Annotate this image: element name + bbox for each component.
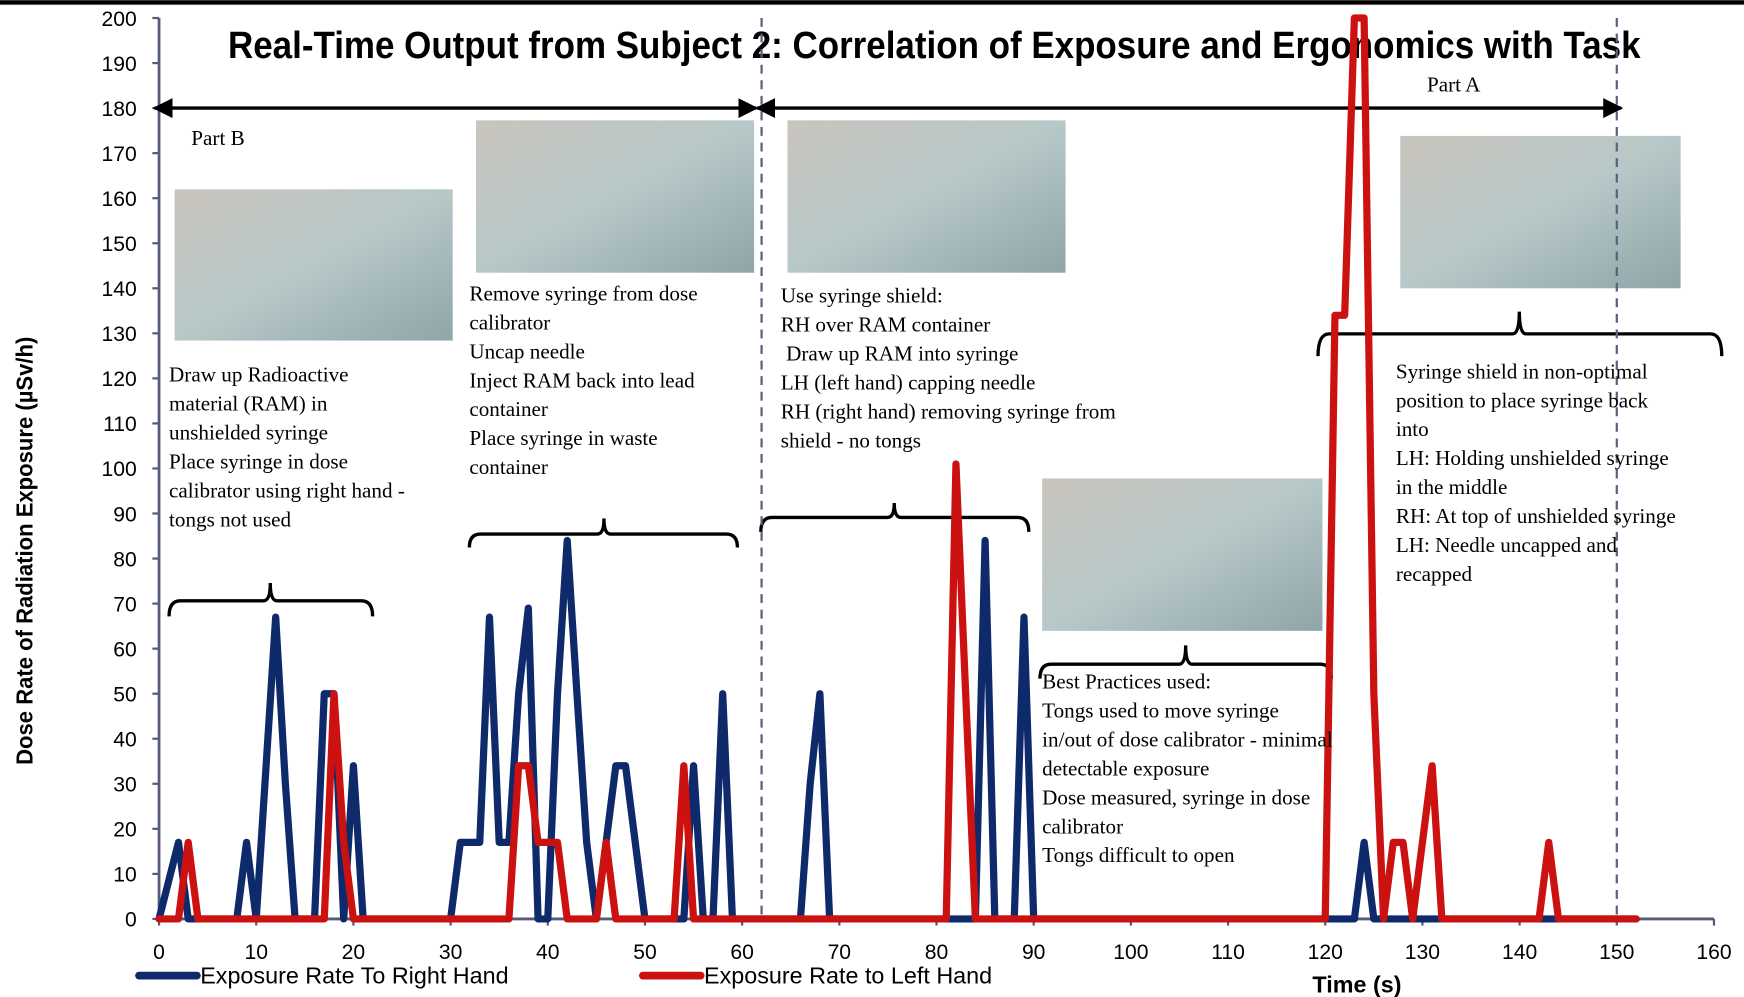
annotation-line: RH: At top of unshielded syringe — [1396, 504, 1676, 528]
y-tick-label: 40 — [113, 729, 137, 752]
x-tick-label: 40 — [536, 941, 560, 964]
y-tick-label: 50 — [113, 683, 137, 706]
y-tick-label: 140 — [102, 278, 137, 301]
x-tick-label: 20 — [342, 941, 366, 964]
x-tick-label: 130 — [1405, 941, 1440, 964]
annotation-line: material (RAM) in — [169, 392, 328, 416]
annotation-line: calibrator — [1042, 814, 1123, 838]
chart-title: Real-Time Output from Subject 2: Correla… — [228, 25, 1641, 67]
annotation-line: into — [1396, 417, 1429, 441]
x-tick-label: 30 — [439, 941, 463, 964]
annotation-line: LH (left hand) capping needle — [781, 371, 1036, 395]
y-axis-title: Dose Rate of Radiation Exposure (µSv/h) — [11, 337, 37, 765]
annotation-line: position to place syringe back — [1396, 388, 1649, 412]
top-border — [0, 0, 1744, 4]
span-label: Part A — [1427, 72, 1481, 96]
y-tick-label: 30 — [113, 774, 137, 797]
y-tick-label: 60 — [113, 638, 137, 661]
chart: Real-Time Output from Subject 2: Correla… — [0, 0, 1744, 997]
y-tick-label: 100 — [102, 458, 137, 481]
y-tick-label: 20 — [113, 819, 137, 842]
y-tick-label: 0 — [125, 909, 137, 932]
annotation-line: unshielded syringe — [169, 421, 328, 445]
series-line — [159, 541, 1636, 919]
y-tick-label: 70 — [113, 593, 137, 616]
brace — [169, 583, 373, 616]
legend-label: Exposure Rate To Right Hand — [200, 962, 508, 988]
annotation-line: RH over RAM container — [781, 313, 990, 337]
y-tick-label: 110 — [103, 413, 137, 436]
x-tick-label: 80 — [925, 941, 949, 964]
brace — [1318, 312, 1722, 356]
annotation-line: container — [469, 455, 548, 479]
y-tick-label: 190 — [102, 53, 137, 76]
annotation-line: in/out of dose calibrator - minimal — [1042, 728, 1333, 752]
annotation-line: calibrator using right hand - — [169, 478, 405, 502]
annotation-line: LH: Holding unshielded syringe — [1396, 446, 1669, 470]
x-tick-label: 110 — [1211, 941, 1245, 964]
photo — [175, 189, 453, 340]
annotation-line: shield - no tongs — [781, 428, 921, 452]
x-tick-label: 160 — [1696, 941, 1731, 964]
annotation-line: Inject RAM back into lead — [469, 368, 695, 392]
x-tick-label: 60 — [730, 941, 753, 964]
annotation-line: Syringe shield in non-optimal — [1396, 359, 1648, 383]
y-tick-label: 160 — [102, 188, 137, 211]
annotation-line: Use syringe shield: — [781, 284, 943, 308]
y-tick-label: 170 — [102, 143, 137, 166]
annotation-line: LH: Needle uncapped and — [1396, 533, 1618, 557]
x-axis-title: Time (s) — [1312, 971, 1401, 997]
y-tick-label: 130 — [102, 323, 137, 346]
annotation-line: Place syringe in waste — [469, 426, 657, 450]
photo — [1042, 478, 1322, 630]
y-tick-label: 120 — [102, 368, 137, 391]
y-tick-label: 10 — [113, 864, 137, 887]
annotation-line: container — [469, 397, 548, 421]
annotation-line: Draw up Radioactive — [169, 363, 349, 387]
annotation-line: Tongs used to move syringe — [1042, 699, 1279, 723]
brace — [469, 519, 737, 548]
annotation-line: Tongs difficult to open — [1042, 843, 1235, 867]
annotation-line: Place syringe in dose — [169, 449, 348, 473]
y-tick-label: 180 — [102, 98, 137, 121]
x-tick-label: 10 — [244, 941, 267, 964]
x-tick-label: 50 — [633, 941, 657, 964]
x-tick-label: 140 — [1502, 941, 1537, 964]
annotation-line: RH (right hand) removing syringe from — [781, 399, 1117, 423]
annotation-line: calibrator — [469, 310, 550, 334]
annotation-line: Best Practices used: — [1042, 670, 1211, 694]
annotation-line: in the middle — [1396, 475, 1507, 499]
annotation-line: Remove syringe from dose — [469, 282, 697, 306]
x-tick-label: 150 — [1599, 941, 1634, 964]
annotation-line: recapped — [1396, 562, 1473, 586]
annotation-line: Dose measured, syringe in dose — [1042, 785, 1310, 809]
annotation-line: Draw up RAM into syringe — [781, 342, 1019, 366]
annotation-line: detectable exposure — [1042, 756, 1209, 780]
y-tick-label: 150 — [102, 233, 137, 256]
x-tick-label: 70 — [828, 941, 852, 964]
annotation-line: Uncap needle — [469, 339, 585, 363]
legend-label: Exposure Rate to Left Hand — [704, 962, 992, 988]
y-tick-label: 80 — [113, 548, 137, 571]
brace — [761, 503, 1029, 532]
x-tick-label: 120 — [1308, 941, 1343, 964]
x-tick-label: 0 — [153, 941, 165, 964]
photo — [787, 120, 1065, 272]
x-tick-label: 100 — [1113, 941, 1148, 964]
y-tick-label: 200 — [102, 8, 137, 31]
span-label: Part B — [191, 126, 244, 150]
annotation-line: tongs not used — [169, 507, 291, 531]
x-tick-label: 90 — [1022, 941, 1045, 964]
y-tick-label: 90 — [113, 503, 137, 526]
photo — [476, 120, 754, 272]
photo — [1400, 136, 1680, 288]
